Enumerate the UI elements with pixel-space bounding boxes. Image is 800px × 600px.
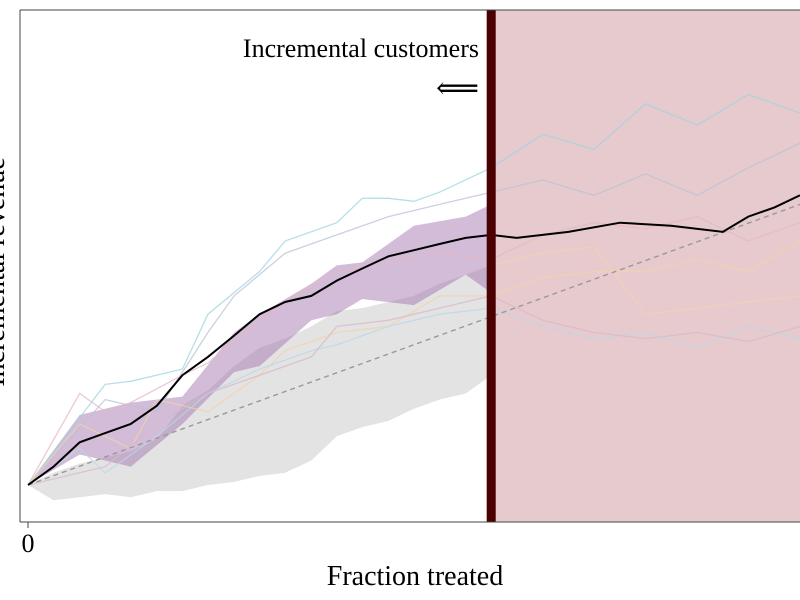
axes (19, 9, 800, 528)
random-baseline-layer (27, 203, 800, 486)
threshold-line-layer (486, 10, 496, 522)
threshold-line (486, 10, 496, 522)
faint-series-line-9 (490, 307, 800, 349)
faint-series-line-1 (490, 93, 800, 169)
faint-series-line-7 (490, 240, 800, 297)
shaded-region (491, 10, 800, 522)
mean-line-layer (27, 194, 800, 486)
faint-series-line-4 (27, 252, 492, 486)
faint-series-layer (27, 93, 800, 486)
plot-area (27, 10, 800, 522)
faint-series-line-12 (491, 246, 800, 315)
y-axis-label: Incremental revenue (0, 157, 11, 386)
faint-series-line-2 (27, 191, 492, 486)
random-baseline-line (27, 203, 800, 486)
faint-series-line-11 (490, 295, 800, 343)
faint-series-line-10 (27, 295, 492, 486)
shaded-region-layer (491, 10, 800, 522)
mean-line (27, 194, 800, 486)
x-tick-label-0: 0 (22, 529, 35, 558)
annotation-label: Incremental customers (243, 34, 479, 63)
grey-band-layer (28, 265, 492, 501)
annotation-arrow: ⟸ (436, 72, 479, 105)
faint-series-line-8 (27, 307, 492, 486)
faint-series-line-0 (27, 167, 492, 486)
faint-series-line-3 (491, 142, 800, 197)
grey-band (28, 265, 492, 501)
x-axis-label: Fraction treated (327, 561, 503, 592)
